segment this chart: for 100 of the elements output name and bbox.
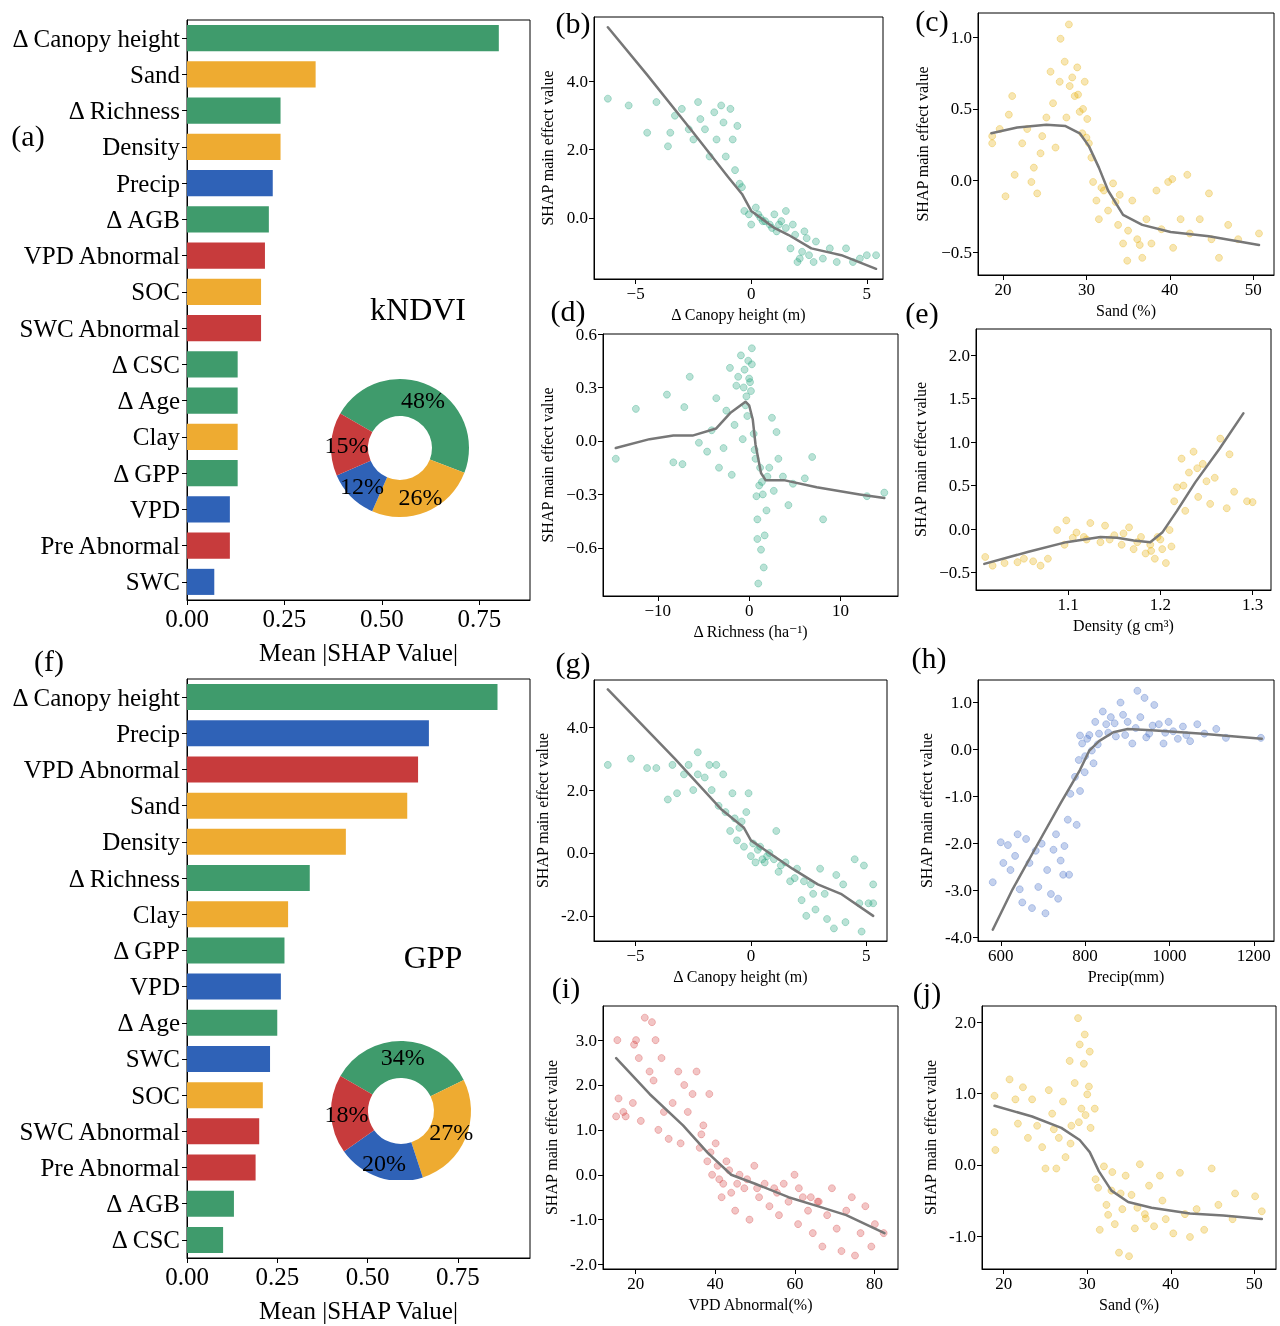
bar <box>187 1226 224 1253</box>
x-tick-label: 20 <box>995 1274 1013 1293</box>
y-tick-label: SWC Abnormal <box>19 1117 181 1145</box>
y-tick-label: Pre Abnormal <box>40 532 181 560</box>
y-tick-label: 2.0 <box>948 345 970 365</box>
point <box>842 244 851 253</box>
x-axis-title: Precip(mm) <box>1087 968 1165 987</box>
y-axis-title: SHAP main effect value <box>911 381 929 538</box>
point <box>728 135 737 144</box>
bar <box>187 1045 271 1072</box>
point <box>988 561 997 570</box>
point <box>740 206 749 215</box>
x-tick-label: 50 <box>1244 280 1262 299</box>
y-tick-label: 2.0 <box>575 1075 597 1095</box>
data-label: 20% <box>361 1149 406 1176</box>
y-tick-label: −0.5 <box>939 563 970 583</box>
y-axis-title: SHAP main effect value <box>538 387 556 543</box>
point <box>1019 554 1028 563</box>
y-axis-title: SHAP main effect value <box>539 70 557 226</box>
bar <box>187 315 262 342</box>
point <box>726 104 735 113</box>
point <box>1198 459 1207 468</box>
point <box>1193 464 1202 473</box>
x-tick-label: 800 <box>1072 946 1098 965</box>
point <box>862 251 871 260</box>
x-tick-label: 30 <box>1078 1274 1096 1293</box>
point <box>818 254 827 263</box>
y-tick-label: Precip <box>116 719 180 747</box>
point <box>805 251 814 260</box>
x-tick-label: −5 <box>626 946 645 965</box>
point <box>721 152 730 161</box>
x-tick-label: 80 <box>866 1274 884 1293</box>
y-axis-title: SHAP main effect value <box>913 66 931 222</box>
y-tick-label: 1.0 <box>948 432 970 452</box>
y-tick-label: 0.0 <box>566 843 588 863</box>
point <box>981 552 990 561</box>
text: (i) <box>551 970 581 1005</box>
bar <box>187 792 408 819</box>
bar <box>187 133 281 160</box>
y-tick-label: Clay <box>132 423 181 451</box>
x-tick-label: 0 <box>744 601 754 620</box>
y-tick-label: Sand <box>130 792 181 820</box>
point <box>603 94 612 103</box>
point <box>677 104 686 113</box>
y-tick-label: Δ CSC <box>111 350 180 378</box>
line-series <box>606 25 878 271</box>
y-tick-label: -2.0 <box>570 1255 597 1275</box>
line-series <box>606 688 875 918</box>
x-axis-title: Δ Canopy height (m) <box>671 306 806 325</box>
point <box>1210 473 1219 482</box>
y-tick-label: 0.0 <box>950 739 972 759</box>
point <box>1165 525 1174 534</box>
y-tick-label: 1.0 <box>954 1084 976 1104</box>
text: (c) <box>915 3 949 38</box>
point <box>1184 468 1193 477</box>
point <box>1161 559 1170 568</box>
point <box>781 206 790 215</box>
bar <box>187 1118 260 1145</box>
bar <box>187 97 281 124</box>
point <box>624 101 633 110</box>
bar <box>187 206 269 233</box>
y-tick-label: SWC Abnormal <box>19 314 181 342</box>
y-tick-label: −0.5 <box>941 242 972 262</box>
y-tick-label: -2.0 <box>945 833 972 853</box>
y-tick-label: -1.0 <box>949 1226 976 1246</box>
x-tick-label: 1.2 <box>1149 595 1171 614</box>
y-tick-label: Δ GPP <box>113 459 180 487</box>
text: (e) <box>905 295 939 330</box>
point <box>1000 559 1009 568</box>
point <box>1177 454 1186 463</box>
point <box>800 227 809 236</box>
x-axis-title: Sand (%) <box>1096 302 1156 321</box>
x-tick-label: 0.00 <box>165 605 209 632</box>
bar <box>187 973 281 1000</box>
x-tick-label: 50 <box>1245 1274 1263 1293</box>
x-axis-title: Δ Richness (ha⁻¹) <box>693 623 808 642</box>
point <box>751 203 760 212</box>
point <box>1194 492 1203 501</box>
y-tick-label: Δ Canopy height <box>12 24 181 52</box>
y-tick-label: 0.0 <box>575 1165 597 1185</box>
point <box>1202 477 1211 486</box>
point <box>643 128 652 137</box>
bar <box>187 496 230 523</box>
y-axis-title: SHAP main effect value <box>542 1059 560 1216</box>
x-tick-label: 20 <box>994 280 1012 299</box>
point <box>1189 447 1198 456</box>
y-tick-label: 0.0 <box>950 171 972 191</box>
bar <box>187 684 498 711</box>
bar <box>187 901 289 928</box>
bar <box>187 242 265 269</box>
x-axis-title: VPD Abnormal(%) <box>688 1296 813 1315</box>
y-tick-label: 1.0 <box>950 27 972 47</box>
point <box>1172 483 1181 492</box>
text: (h) <box>911 640 947 675</box>
point <box>666 128 675 137</box>
point <box>1125 523 1134 532</box>
line-series <box>990 123 1261 247</box>
line-series <box>993 1104 1264 1221</box>
text: (g) <box>555 645 591 680</box>
point <box>1043 554 1052 563</box>
